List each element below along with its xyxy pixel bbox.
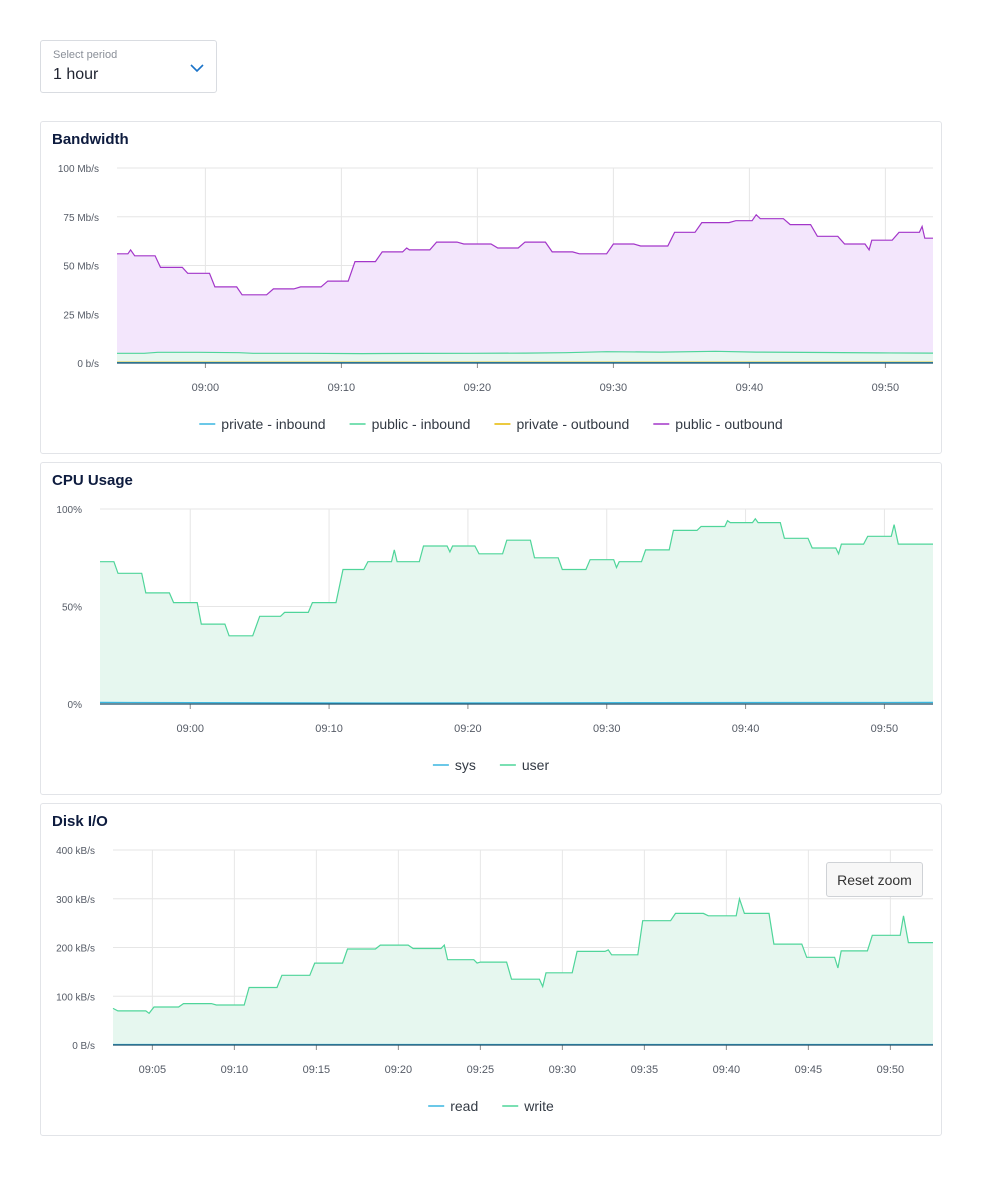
bandwidth-title: Bandwidth <box>52 131 129 148</box>
bandwidth-line-public-inbound <box>117 350 934 355</box>
disk-x-tick-label: 09:40 <box>713 1064 741 1076</box>
bandwidth-area-public-inbound <box>117 351 933 363</box>
disk-x-tick-label: 09:25 <box>467 1064 495 1076</box>
disk-line-write <box>112 896 933 1015</box>
cpu-chart[interactable]: 0% 50% 100% 09:00 09:10 09:20 09:30 09:40 09:50 s… <box>41 463 941 794</box>
disk-y-tick-label: 300 kB/s <box>56 895 95 906</box>
cpu-title: CPU Usage <box>52 472 133 489</box>
cpu-panel: CPU Usage 0% 50% 100% 09:00 09:10 09:20 09:30 0… <box>40 462 942 795</box>
reset-zoom-button[interactable]: Reset zoom <box>826 862 923 897</box>
cpu-x-tick-label: 09:50 <box>871 723 899 735</box>
disk-legend: read write <box>428 1098 554 1114</box>
cpu-y-tick-label: 100% <box>56 505 82 516</box>
disk-x-tick-label: 09:15 <box>303 1064 331 1076</box>
bandwidth-legend-item[interactable]: private - inbound <box>221 416 325 432</box>
bandwidth-y-tick-label: 100 Mb/s <box>58 164 99 175</box>
bandwidth-legend-item[interactable]: public - outbound <box>675 416 782 432</box>
disk-x-tick-label: 09:10 <box>221 1064 249 1076</box>
disk-panel: Disk I/O 0 B/s 100 kB/s 200 kB/s 300 kB/s 40… <box>40 803 942 1136</box>
cpu-area-user <box>100 518 933 704</box>
bandwidth-x-tick-label: 09:00 <box>192 382 220 394</box>
cpu-legend-item[interactable]: sys <box>455 757 476 773</box>
bandwidth-legend-item[interactable]: private - outbound <box>516 416 629 432</box>
disk-x-tick-label: 09:20 <box>385 1064 413 1076</box>
cpu-legend: sys user <box>432 757 550 773</box>
period-select-value: 1 hour <box>53 66 99 83</box>
cpu-x-tick-label: 09:20 <box>454 723 482 735</box>
cpu-line-user <box>100 517 933 637</box>
bandwidth-x-tick-label: 09:50 <box>872 382 900 394</box>
bandwidth-area-public-outbound <box>117 214 933 363</box>
disk-chart[interactable]: 0 B/s 100 kB/s 200 kB/s 300 kB/s 400 kB/s 09:… <box>41 804 941 1135</box>
cpu-legend-item[interactable]: user <box>522 757 550 773</box>
disk-y-tick-label: 100 kB/s <box>56 992 95 1003</box>
period-select[interactable]: Select period 1 hour <box>40 40 217 93</box>
bandwidth-x-tick-label: 09:40 <box>736 382 764 394</box>
disk-area-write <box>113 898 933 1045</box>
disk-x-tick-label: 09:50 <box>877 1064 905 1076</box>
disk-y-tick-label: 400 kB/s <box>56 846 95 857</box>
cpu-x-tick-label: 09:30 <box>593 723 621 735</box>
disk-x-tick-label: 09:05 <box>139 1064 167 1076</box>
bandwidth-x-tick-label: 09:30 <box>600 382 628 394</box>
bandwidth-panel: Bandwidth 0 b/s 25 Mb/s 50 Mb/s 75 Mb/s 100 … <box>40 121 942 454</box>
cpu-y-tick-label: 50% <box>62 603 82 614</box>
disk-y-tick-label: 0 B/s <box>72 1041 95 1052</box>
cpu-x-tick-label: 09:00 <box>176 723 204 735</box>
bandwidth-y-tick-label: 50 Mb/s <box>63 262 99 273</box>
disk-legend-item[interactable]: write <box>523 1098 554 1114</box>
bandwidth-y-tick-label: 75 Mb/s <box>63 213 99 224</box>
chevron-down-icon <box>190 64 204 73</box>
period-select-label: Select period <box>53 49 118 61</box>
cpu-y-tick-label: 0% <box>68 700 83 711</box>
bandwidth-y-tick-label: 25 Mb/s <box>63 310 99 321</box>
cpu-x-tick-label: 09:40 <box>732 723 760 735</box>
disk-x-tick-label: 09:30 <box>549 1064 577 1076</box>
bandwidth-legend-item[interactable]: public - inbound <box>372 416 471 432</box>
disk-y-tick-label: 200 kB/s <box>56 944 95 955</box>
bandwidth-legend: private - inbound public - inbound private… <box>199 416 783 432</box>
disk-x-tick-label: 09:35 <box>631 1064 659 1076</box>
cpu-line-sys <box>99 701 934 704</box>
bandwidth-y-tick-label: 0 b/s <box>77 359 99 370</box>
bandwidth-x-tick-label: 09:20 <box>464 382 492 394</box>
bandwidth-chart[interactable]: 0 b/s 25 Mb/s 50 Mb/s 75 Mb/s 100 Mb/s 09:00 0… <box>41 122 941 453</box>
disk-x-tick-label: 09:45 <box>795 1064 823 1076</box>
bandwidth-line-public-outbound <box>117 213 933 296</box>
bandwidth-x-tick-label: 09:10 <box>328 382 356 394</box>
cpu-x-tick-label: 09:10 <box>315 723 343 735</box>
disk-title: Disk I/O <box>52 813 108 830</box>
disk-legend-item[interactable]: read <box>450 1098 478 1114</box>
